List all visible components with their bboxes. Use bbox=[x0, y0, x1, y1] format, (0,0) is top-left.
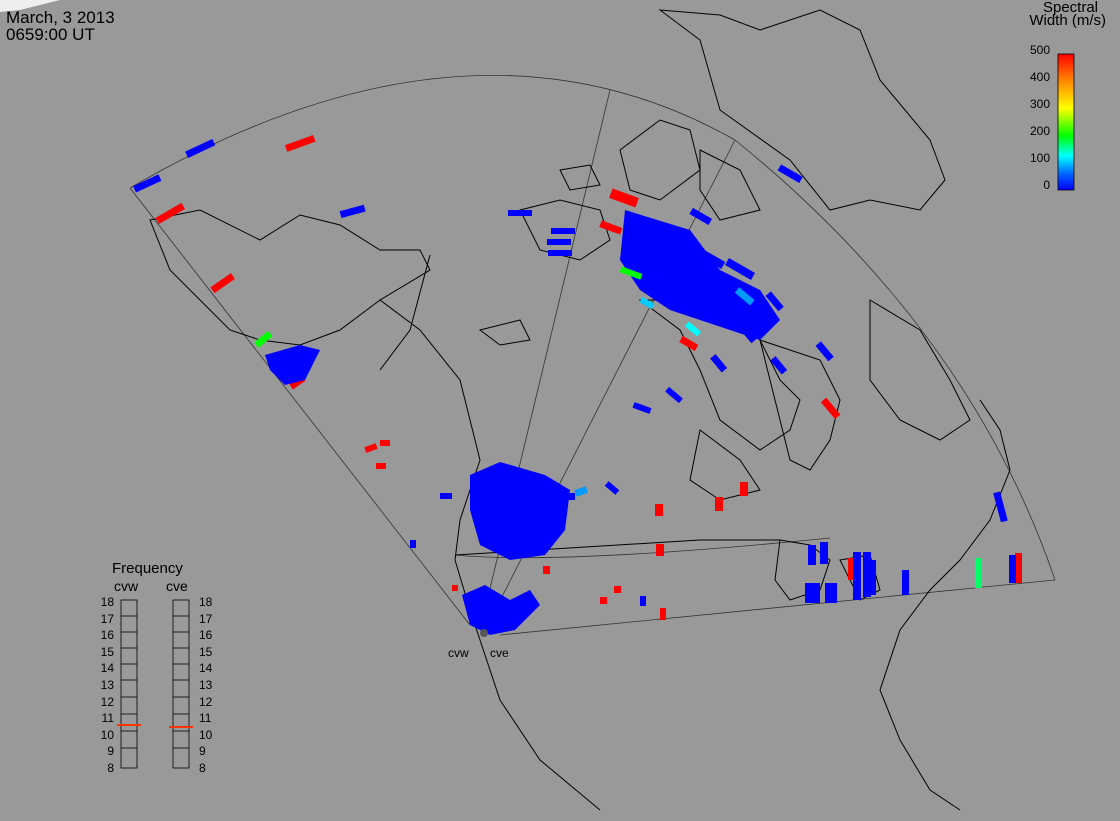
frequency-scale-label-left: 9 bbox=[107, 744, 114, 759]
frequency-scale-label-left: 18 bbox=[100, 595, 114, 609]
frequency-radar-cve: cve bbox=[166, 578, 188, 594]
colorbar-tick: 400 bbox=[1029, 70, 1050, 84]
coastlines bbox=[149, 9, 1011, 811]
frequency-scale-label-left: 10 bbox=[100, 727, 114, 742]
colorbar-tick: 200 bbox=[1029, 124, 1050, 138]
frequency-scale-label-right: 8 bbox=[199, 761, 206, 775]
frequency-scale-label-right: 16 bbox=[199, 628, 213, 643]
site-label-cvw: cvw bbox=[448, 646, 469, 660]
echoes-mid-width bbox=[254, 266, 982, 588]
image-corner-artifact bbox=[0, 0, 60, 12]
frequency-scale-label-left: 8 bbox=[107, 761, 114, 775]
radar-site-marker bbox=[480, 629, 488, 637]
site-label-cve: cve bbox=[490, 646, 509, 660]
frequency-scale-label-right: 10 bbox=[199, 727, 213, 742]
frequency-scale-label-right: 15 bbox=[199, 644, 213, 659]
frequency-scale-label-right: 18 bbox=[199, 595, 213, 609]
frequency-scale-label-right: 9 bbox=[199, 744, 206, 759]
frequency-scale-label-left: 11 bbox=[101, 711, 114, 726]
frequency-radar-cvw: cvw bbox=[114, 578, 139, 594]
frequency-scale-label-left: 12 bbox=[100, 694, 114, 709]
colorbar-tick: 100 bbox=[1029, 151, 1050, 165]
frequency-scale-label-left: 14 bbox=[100, 661, 114, 676]
frequency-scale-label-left: 15 bbox=[100, 644, 114, 659]
colorbar-tick: 300 bbox=[1029, 97, 1050, 111]
colorbar-title-line2: Width (m/s) bbox=[1029, 12, 1106, 29]
frequency-title: Frequency bbox=[112, 560, 183, 577]
frequency-scale-label-right: 11 bbox=[199, 711, 212, 726]
colorbar-title-line1: Spectral bbox=[1042, 0, 1098, 16]
frequency-scale-label-left: 17 bbox=[100, 611, 114, 626]
echoes-low-width bbox=[133, 138, 1016, 635]
frequency-scale-label-right: 12 bbox=[199, 694, 213, 709]
colorbar-gradient bbox=[1057, 53, 1075, 191]
frequency-boxes bbox=[120, 599, 190, 769]
frequency-scale-label-right: 13 bbox=[199, 678, 213, 692]
colorbar-tick: 500 bbox=[1029, 43, 1050, 57]
colorbar-tick: 0 bbox=[1043, 178, 1050, 192]
frequency-scale-label-right: 17 bbox=[199, 611, 213, 626]
plot-time: 0659:00 UT bbox=[6, 25, 95, 44]
frequency-scale-label-right: 14 bbox=[199, 661, 213, 676]
plot-date: March, 3 2013 bbox=[6, 8, 115, 27]
frequency-scale-label-left: 13 bbox=[100, 678, 114, 692]
frequency-scale-label-left: 16 bbox=[100, 628, 114, 643]
